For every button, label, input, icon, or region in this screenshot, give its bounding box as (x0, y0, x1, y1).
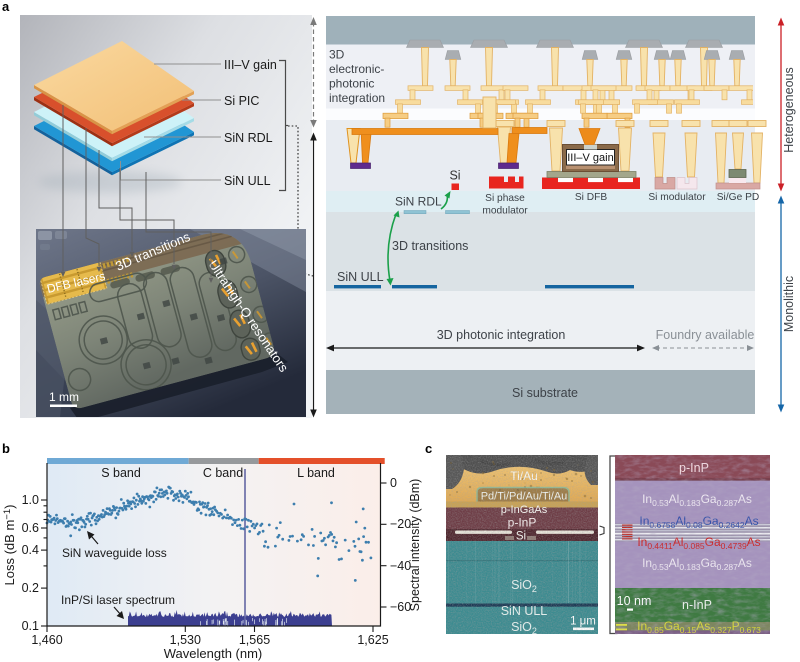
svg-text:−60: −60 (390, 600, 411, 614)
svg-text:Si: Si (449, 169, 460, 183)
svg-text:SiN ULL: SiN ULL (337, 270, 384, 284)
svg-text:Foundry available: Foundry available (656, 328, 755, 342)
svg-text:3D photonic integration: 3D photonic integration (437, 328, 566, 342)
svg-text:Heterogeneous: Heterogeneous (782, 67, 796, 152)
svg-text:photonic: photonic (329, 77, 374, 91)
svg-text:1 mm: 1 mm (49, 390, 79, 404)
svg-text:Spectral intensity (dBm): Spectral intensity (dBm) (408, 479, 422, 612)
svg-text:c: c (425, 441, 432, 456)
svg-text:1.0: 1.0 (22, 493, 39, 507)
svg-text:0.1: 0.1 (22, 619, 39, 633)
svg-text:SiN RDL: SiN RDL (395, 195, 442, 209)
svg-text:Si phase: Si phase (485, 193, 525, 204)
svg-text:1,565: 1,565 (239, 633, 270, 647)
svg-text:integration: integration (329, 91, 385, 105)
svg-text:modulator: modulator (482, 206, 528, 217)
svg-text:S band: S band (101, 466, 141, 480)
svg-text:SiN ULL: SiN ULL (224, 174, 271, 188)
svg-text:InP/Si laser spectrum: InP/Si laser spectrum (61, 593, 175, 607)
svg-text:a: a (2, 0, 10, 14)
svg-text:−20: −20 (390, 517, 411, 531)
svg-text:0.6: 0.6 (22, 521, 39, 535)
svg-text:SiN waveguide loss: SiN waveguide loss (62, 546, 167, 560)
svg-text:0.4: 0.4 (22, 543, 39, 557)
svg-text:1,625: 1,625 (357, 633, 388, 647)
svg-text:electronic-: electronic- (329, 62, 384, 76)
svg-text:Si modulator: Si modulator (648, 192, 706, 203)
svg-text:−40: −40 (390, 559, 411, 573)
svg-text:3D transitions: 3D transitions (392, 239, 468, 253)
svg-text:III–V gain: III–V gain (224, 58, 277, 72)
svg-text:Wavelength (nm): Wavelength (nm) (164, 646, 263, 661)
svg-text:1,530: 1,530 (170, 633, 201, 647)
svg-text:0.2: 0.2 (22, 581, 39, 595)
svg-text:Si PIC: Si PIC (224, 94, 259, 108)
svg-text:Si substrate: Si substrate (512, 386, 578, 400)
svg-text:Si/Ge PD: Si/Ge PD (717, 192, 759, 203)
svg-text:L band: L band (297, 466, 335, 480)
svg-text:III–V gain: III–V gain (567, 152, 613, 164)
svg-text:SiN RDL: SiN RDL (224, 131, 273, 145)
svg-text:b: b (2, 441, 10, 456)
svg-text:Si DFB: Si DFB (575, 192, 607, 203)
svg-text:Monolithic: Monolithic (782, 276, 796, 332)
svg-text:0: 0 (390, 476, 397, 490)
svg-text:3D: 3D (329, 48, 345, 62)
svg-text:C band: C band (203, 466, 243, 480)
svg-text:1,460: 1,460 (31, 633, 62, 647)
svg-text:Loss (dB m−1): Loss (dB m−1) (2, 505, 17, 586)
